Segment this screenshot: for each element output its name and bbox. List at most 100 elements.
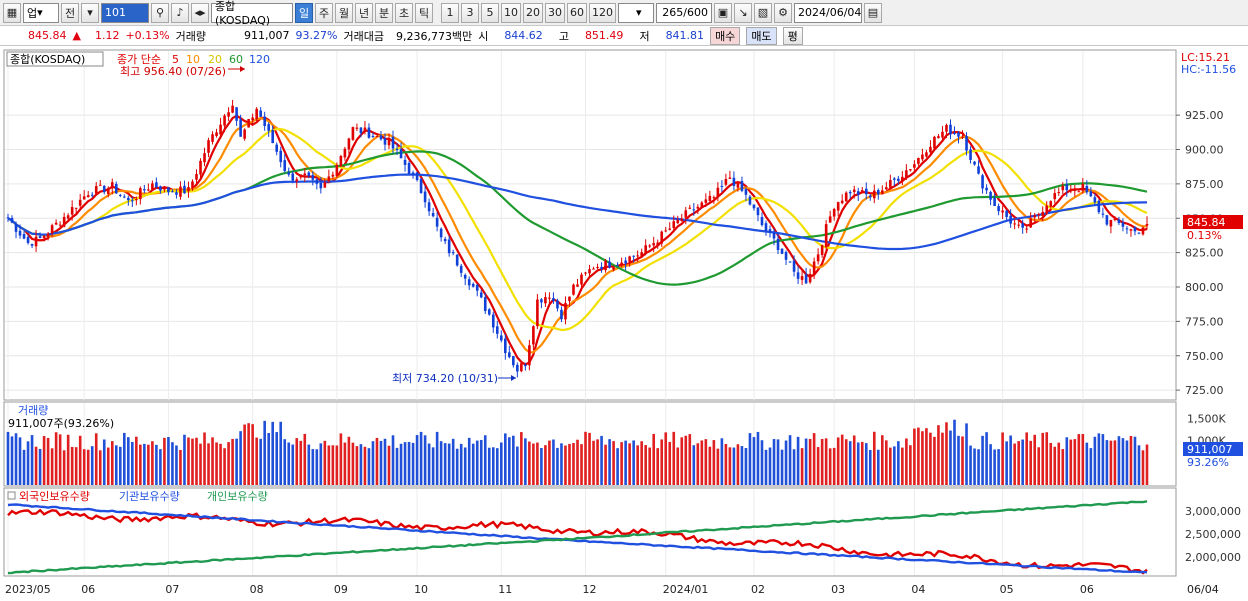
candle-body [90, 194, 94, 196]
volume-bar [885, 440, 888, 485]
volume-bar [251, 424, 254, 485]
volume-bar [588, 432, 591, 485]
period-minute[interactable]: 분 [375, 2, 393, 23]
candle-body [604, 260, 607, 271]
date-tick: 05 [1000, 583, 1014, 596]
volume-bar [34, 446, 38, 485]
volume-bar [479, 439, 483, 485]
zoom-icon[interactable]: ▣ [714, 2, 732, 23]
candle-body [335, 164, 339, 177]
step-1[interactable]: 1 [441, 2, 459, 23]
volume-bar [937, 425, 940, 485]
step-120[interactable]: 120 [589, 2, 616, 23]
spinner-icon[interactable]: ◂▸ [191, 2, 209, 23]
volume-bar [820, 438, 824, 485]
volume-bar [909, 445, 912, 485]
candle-body [363, 127, 367, 132]
step-5[interactable]: 5 [481, 2, 499, 23]
ma-line-20 [7, 127, 1148, 332]
volume-bar [540, 448, 543, 485]
volume-bar [379, 440, 383, 485]
candle-body [191, 181, 194, 189]
volume-bar [752, 437, 756, 485]
candle-body [54, 222, 58, 225]
volume-bar [118, 446, 122, 485]
volume-bar [1105, 440, 1109, 485]
candle-body [828, 216, 832, 223]
legend-individual: 개인보유수량 [207, 490, 268, 503]
candle-body [187, 187, 190, 192]
period-week[interactable]: 주 [315, 2, 333, 23]
chart-type-icon[interactable]: ▦ [3, 2, 21, 23]
candle-body [620, 262, 623, 266]
candle-body [199, 160, 202, 175]
candle-body [163, 186, 166, 190]
volume-bar [98, 450, 102, 485]
code-input[interactable]: 101 [101, 2, 149, 23]
settings-icon[interactable]: ⚙ [774, 2, 792, 23]
sell-button[interactable]: 매도 [746, 26, 777, 45]
step-60[interactable]: 60 [567, 2, 587, 23]
volume-bar [359, 444, 363, 485]
buy-button[interactable]: 매수 [710, 26, 741, 45]
candle-body [925, 152, 928, 157]
dropdown-arrow-icon[interactable]: ▾ [81, 2, 99, 23]
volume-bar [969, 445, 972, 485]
volume-bar [957, 435, 960, 485]
date-tick: 03 [831, 583, 845, 596]
save-icon[interactable]: ▧ [754, 2, 772, 23]
candle-body [1037, 213, 1041, 215]
period-year[interactable]: 년 [355, 2, 373, 23]
volume-bar [949, 430, 952, 485]
volume-bar [54, 432, 58, 485]
prev-button[interactable]: 전 [61, 2, 79, 23]
step-3[interactable]: 3 [461, 2, 479, 23]
candle-body [483, 297, 487, 312]
candle-body [704, 199, 708, 203]
period-day[interactable]: 일 [295, 2, 313, 23]
candle-body [175, 192, 178, 195]
volume-bar [483, 435, 487, 485]
candle-body [34, 236, 38, 247]
candle-body [331, 174, 335, 177]
candle-body [399, 149, 403, 159]
period-month[interactable]: 월 [335, 2, 353, 23]
volume-bar [383, 438, 387, 485]
speaker-icon[interactable]: ♪ [171, 2, 189, 23]
volume-bar [50, 448, 54, 485]
volume-bar [443, 443, 447, 485]
volume-bar [151, 441, 154, 485]
volume-bar [764, 449, 768, 485]
open-label: 시 [478, 29, 489, 43]
avg-button[interactable]: 평 [782, 26, 803, 45]
search-icon[interactable]: ⚲ [151, 2, 169, 23]
legend-foreign: 외국인보유수량 [19, 490, 90, 503]
volume-bar [327, 445, 331, 485]
step-custom-select[interactable]: ▾ [618, 2, 654, 23]
candle-body [299, 174, 303, 178]
date-input[interactable]: 2024/06/04 [794, 2, 862, 23]
step-20[interactable]: 20 [523, 2, 543, 23]
volume-bar [287, 442, 291, 485]
draw-tools-icon[interactable]: ↘ [734, 2, 752, 23]
step-10[interactable]: 10 [501, 2, 521, 23]
volume-bar [195, 437, 198, 485]
market-select[interactable]: 업 ▾ [23, 2, 59, 23]
volume-bar [528, 441, 531, 485]
volume-bar [463, 447, 467, 485]
period-tick[interactable]: 틱 [415, 2, 433, 23]
volume-bar [1121, 438, 1125, 485]
volume-bar [171, 442, 174, 485]
candle-body [816, 254, 820, 262]
count-display[interactable]: 265/600 [656, 2, 712, 23]
calendar-icon[interactable]: ▤ [864, 2, 882, 23]
stock-chart[interactable]: 925.00900.00875.00850.00825.00800.00775.… [0, 47, 1248, 601]
candle-body [311, 175, 315, 180]
volume-bar [1129, 435, 1133, 485]
candle-body [592, 268, 595, 270]
period-second[interactable]: 초 [395, 2, 413, 23]
volume-bar [1145, 444, 1149, 485]
volume-bar [804, 438, 808, 485]
volume-bar [856, 442, 860, 485]
step-30[interactable]: 30 [545, 2, 565, 23]
